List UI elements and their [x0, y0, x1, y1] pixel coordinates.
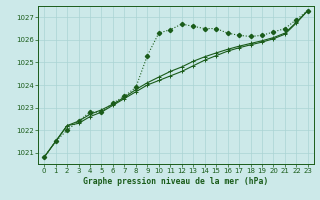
- X-axis label: Graphe pression niveau de la mer (hPa): Graphe pression niveau de la mer (hPa): [84, 177, 268, 186]
